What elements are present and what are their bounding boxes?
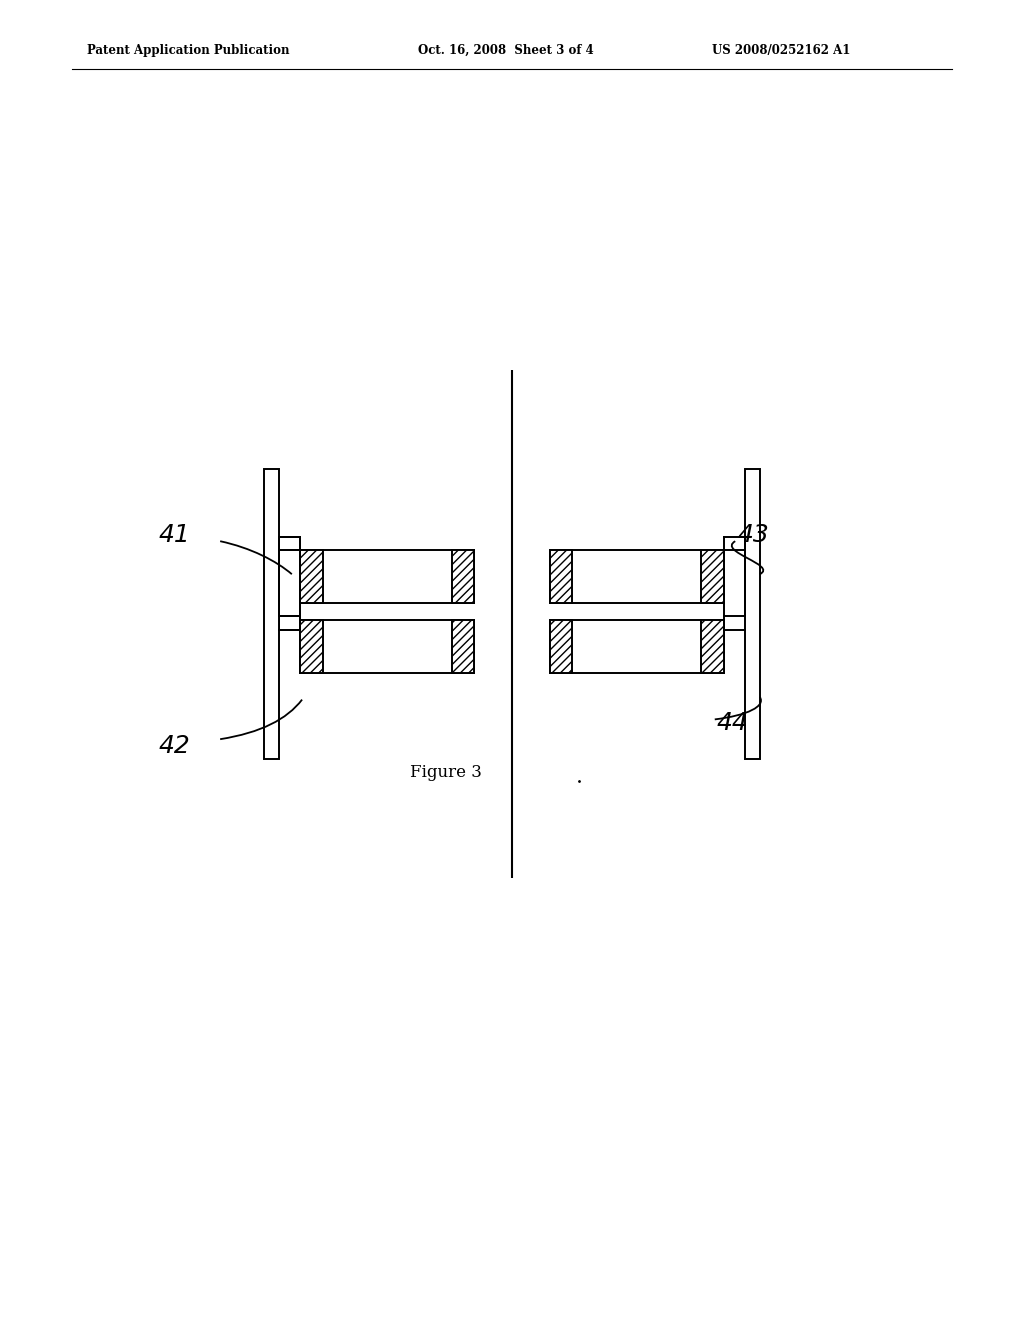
Text: 41: 41 — [159, 523, 190, 546]
Text: Patent Application Publication: Patent Application Publication — [87, 44, 290, 57]
Text: 43: 43 — [737, 523, 769, 546]
Text: US 2008/0252162 A1: US 2008/0252162 A1 — [712, 44, 850, 57]
Bar — [550, 620, 724, 673]
Text: Figure 3: Figure 3 — [410, 764, 481, 780]
Text: 44: 44 — [717, 711, 749, 735]
Bar — [300, 620, 474, 673]
Bar — [279, 616, 300, 630]
Bar — [279, 537, 300, 550]
Bar — [300, 550, 323, 603]
Bar — [745, 469, 760, 759]
Bar — [550, 550, 572, 603]
Bar — [300, 550, 474, 603]
Bar — [701, 550, 724, 603]
Text: Oct. 16, 2008  Sheet 3 of 4: Oct. 16, 2008 Sheet 3 of 4 — [418, 44, 594, 57]
Bar — [701, 620, 724, 673]
Bar — [550, 620, 572, 673]
Bar — [300, 620, 323, 673]
Bar — [550, 550, 724, 603]
Bar — [264, 469, 279, 759]
Bar — [452, 620, 474, 673]
Bar — [452, 550, 474, 603]
Text: 42: 42 — [159, 734, 190, 758]
